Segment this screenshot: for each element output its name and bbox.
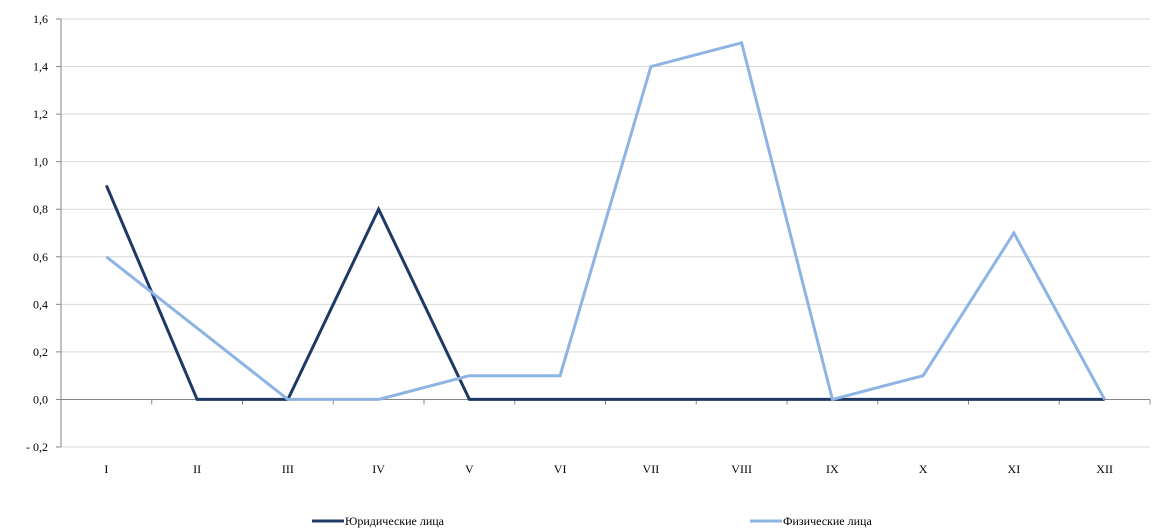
y-tick-label: 0,8 <box>33 202 48 216</box>
legend-label-1: Юридические лица <box>345 514 445 528</box>
x-tick-label: V <box>465 462 474 476</box>
x-tick-label: X <box>919 462 928 476</box>
legend: Юридические лица Физические лица <box>312 514 872 528</box>
y-axis-ticks: - 0,2 0,0 0,2 0,4 0,6 0,8 1,0 1,2 1,4 1,6 <box>26 12 61 454</box>
x-tick-label: VIII <box>731 462 752 476</box>
y-tick-label: 1,2 <box>33 107 48 121</box>
x-tick-label: VI <box>554 462 567 476</box>
y-tick-label: - 0,2 <box>26 440 48 454</box>
y-tick-label: 0,0 <box>33 392 48 406</box>
x-tick-label: XII <box>1096 462 1113 476</box>
x-tick-label: I <box>104 462 108 476</box>
y-tick-label: 0,4 <box>33 297 48 311</box>
x-tick-label: II <box>193 462 201 476</box>
x-tick-label: III <box>282 462 294 476</box>
y-tick-label: 1,0 <box>33 155 48 169</box>
x-tick-label: VII <box>643 462 660 476</box>
y-tick-label: 1,6 <box>33 12 48 26</box>
series-line-2 <box>105 40 1106 402</box>
legend-label-2: Физические лица <box>783 514 872 528</box>
x-tick-label: IV <box>372 462 385 476</box>
series-lines <box>105 40 1106 402</box>
gridlines <box>61 18 1150 448</box>
y-tick-label: 1,4 <box>33 60 48 74</box>
x-tick-label: IX <box>826 462 839 476</box>
y-tick-label: 0,6 <box>33 250 48 264</box>
y-tick-label: 0,2 <box>33 345 48 359</box>
axes <box>60 19 1150 447</box>
x-tick-label: XI <box>1008 462 1021 476</box>
x-axis-ticks: I II III IV V VI VII VIII IX X XI XII <box>60 399 1151 476</box>
series-line-1 <box>105 184 1105 401</box>
